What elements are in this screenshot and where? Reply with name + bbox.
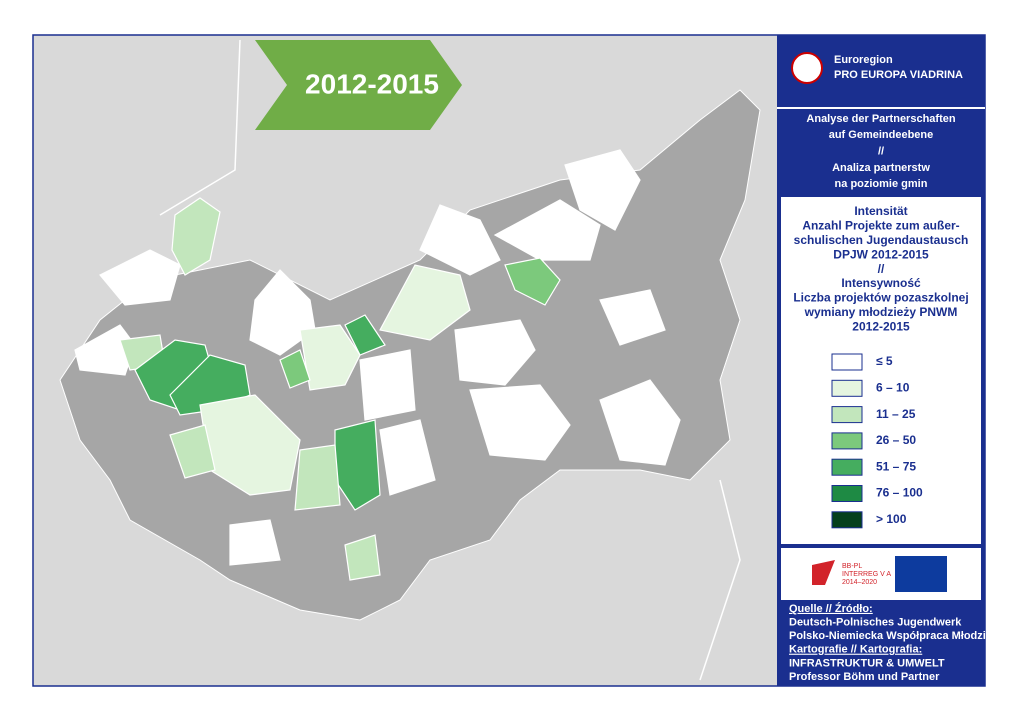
- legend-swatch: [831, 379, 863, 397]
- subtitle-line: Analiza partnerstw: [832, 162, 930, 174]
- subtitle-line: auf Gemeindeebene: [829, 129, 934, 141]
- source-heading: Quelle // Źródło:: [789, 602, 873, 615]
- municipality: [599, 289, 666, 346]
- interreg-text: BB-PL: [842, 563, 862, 570]
- legend-title-line: Liczba projektów pozaszkolnej: [793, 291, 968, 305]
- year-label: 2012-2015: [305, 68, 439, 99]
- municipality: [454, 319, 536, 386]
- org-name: Euroregion: [834, 54, 893, 66]
- source-line: Deutsch-Polnisches Jugendwerk: [789, 617, 962, 629]
- year-banner: [255, 40, 462, 130]
- municipality: [379, 419, 436, 496]
- municipality: [493, 199, 601, 261]
- legend-title-line: Intensität: [854, 204, 907, 218]
- municipality: [171, 197, 221, 276]
- interreg-logo: [812, 560, 835, 585]
- legend-title-line: 2012-2015: [852, 319, 910, 333]
- municipality: [599, 379, 681, 466]
- municipality: [344, 534, 381, 581]
- municipality: [344, 314, 386, 356]
- legend-title-line: //: [878, 262, 885, 276]
- eu-flag: [895, 556, 947, 592]
- legend-title-line: Anzahl Projekte zum außer-: [802, 219, 959, 233]
- source-line: INFRASTRUKTUR & UMWELT: [789, 657, 945, 669]
- municipality: [294, 444, 341, 511]
- legend-label: > 100: [876, 512, 907, 526]
- border: [159, 39, 241, 216]
- legend-box: [781, 197, 981, 544]
- municipality: [279, 349, 311, 389]
- subtitle-line: na poziomie gmin: [835, 178, 928, 190]
- source-line: Professor Böhm und Partner: [789, 671, 940, 683]
- municipality: [564, 149, 641, 231]
- legend-swatch: [831, 511, 863, 529]
- legend-swatch: [831, 485, 863, 502]
- divider: [777, 107, 985, 109]
- logo: [791, 52, 823, 84]
- legend-label: 76 – 100: [876, 486, 923, 500]
- interreg-text: 2014–2020: [842, 579, 877, 586]
- source-heading: Kartografie // Kartografia:: [789, 644, 922, 656]
- legend-label: 51 – 75: [876, 459, 916, 473]
- municipality: [504, 257, 561, 306]
- legend-swatch: [831, 353, 863, 371]
- municipality: [419, 204, 501, 276]
- legend-title-line: schulischen Jugendaustausch: [794, 233, 969, 247]
- municipality: [169, 424, 216, 479]
- map: [59, 39, 761, 681]
- legend-label: 6 – 10: [876, 380, 910, 394]
- municipality: [379, 264, 471, 341]
- legend-title-line: Intensywność: [841, 276, 921, 290]
- legend-label: 26 – 50: [876, 433, 916, 447]
- border: [699, 479, 741, 681]
- municipality: [229, 519, 281, 566]
- legend-swatch: [831, 432, 863, 450]
- subtitle-line: Analyse der Partnerschaften: [806, 113, 955, 125]
- legend-swatch: [831, 458, 863, 476]
- legend-swatch: [831, 406, 863, 424]
- legend-title-line: DPJW 2012-2015: [833, 247, 929, 261]
- municipality: [469, 384, 571, 461]
- legend-label: ≤ 5: [876, 354, 893, 368]
- source-line: Polsko-Niemiecka Współpraca Młodzieży: [789, 630, 1004, 642]
- municipality: [99, 249, 181, 306]
- legend-label: 11 – 25: [876, 407, 916, 421]
- legend-title-line: wymiany młodzieży PNWM: [804, 305, 958, 319]
- org-name: PRO EUROPA VIADRINA: [834, 69, 963, 81]
- municipality: [359, 349, 416, 421]
- interreg-text: INTERREG V A: [842, 571, 891, 578]
- subtitle-line: //: [878, 146, 884, 158]
